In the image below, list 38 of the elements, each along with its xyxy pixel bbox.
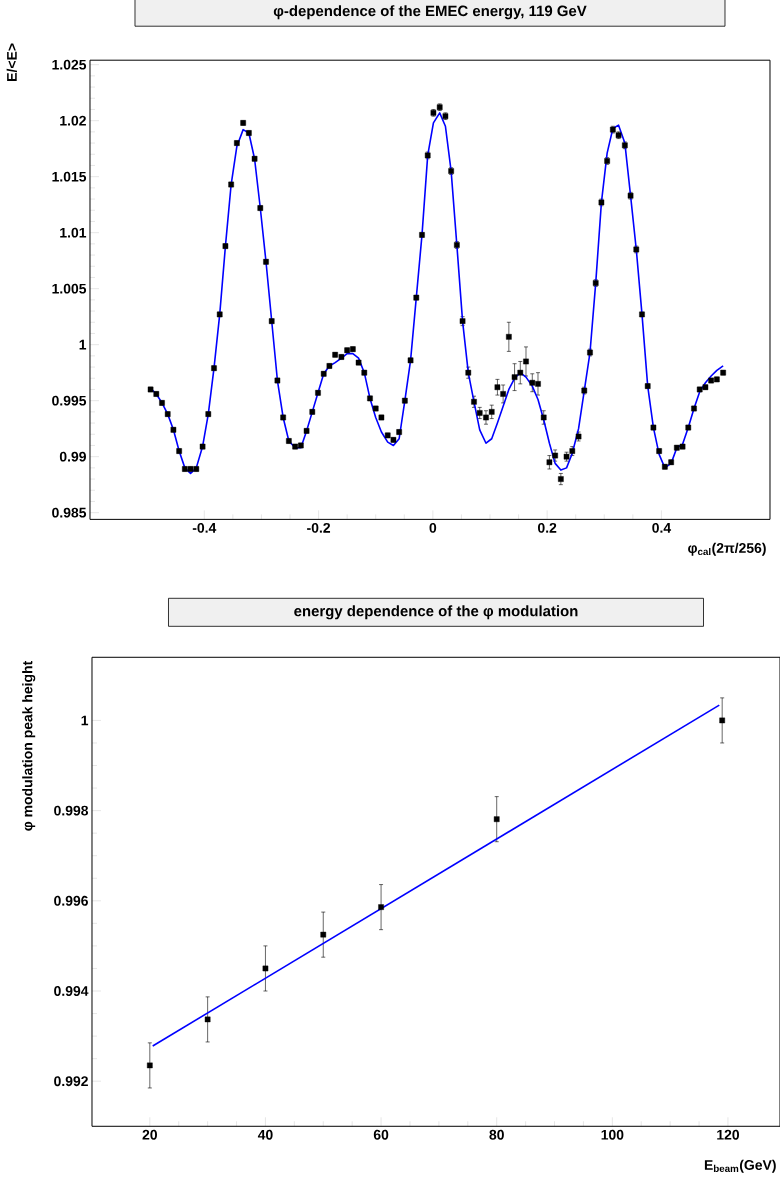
y-tick-label: 1 <box>79 339 87 350</box>
y-axis-title: E/<E> <box>6 43 17 81</box>
y-tick-label: 1.01 <box>60 227 87 238</box>
y-tick-label: 0.998 <box>54 805 89 816</box>
point <box>320 931 327 938</box>
x-axis-title: E$_{beam}$(GeV) <box>704 1159 776 1173</box>
x-axis-title: φ$_{cal}$(2π/256) <box>688 542 766 556</box>
x-tick-label: 100 <box>601 1129 624 1140</box>
x-tick-label: 120 <box>717 1129 740 1140</box>
y-tick-label: 0.995 <box>52 395 87 406</box>
y-tick-label: 1.015 <box>52 171 87 182</box>
y-tick-label: 0.992 <box>54 1076 88 1087</box>
x-tick-label: 20 <box>142 1129 157 1140</box>
y-tick-label: 0.996 <box>54 895 88 906</box>
y-tick-label: 0.994 <box>54 986 89 996</box>
x-tick-label: 60 <box>373 1129 389 1140</box>
x-tick-label: 40 <box>257 1129 273 1140</box>
point <box>147 1062 153 1069</box>
point <box>262 965 269 972</box>
x-tick-label: 0.2 <box>537 522 557 533</box>
x-tick-label: 0 <box>429 522 437 533</box>
y-tick-label: 0.985 <box>52 507 87 518</box>
y-tick-label: 0.99 <box>59 451 86 462</box>
y-tick-label: 1 <box>81 715 89 726</box>
y-tick-label: 1.025 <box>52 59 87 70</box>
point <box>204 1016 211 1023</box>
x-tick-label: 0.4 <box>652 522 672 533</box>
y-tick-label: 1.005 <box>52 283 87 294</box>
y-tick-label: 1.02 <box>60 115 86 126</box>
x-tick-label: -0.2 <box>307 522 331 533</box>
x-tick-label: 80 <box>489 1129 504 1140</box>
chart-title: energy dependence of the φ modulation <box>294 605 578 620</box>
point <box>719 717 725 724</box>
point <box>493 816 500 822</box>
point <box>378 904 384 910</box>
y-axis-title: φ modulation peak height <box>22 660 36 831</box>
x-tick-label: -0.4 <box>192 522 217 533</box>
chart-title: φ-dependence of the EMEC energy, 119 GeV <box>273 5 587 20</box>
